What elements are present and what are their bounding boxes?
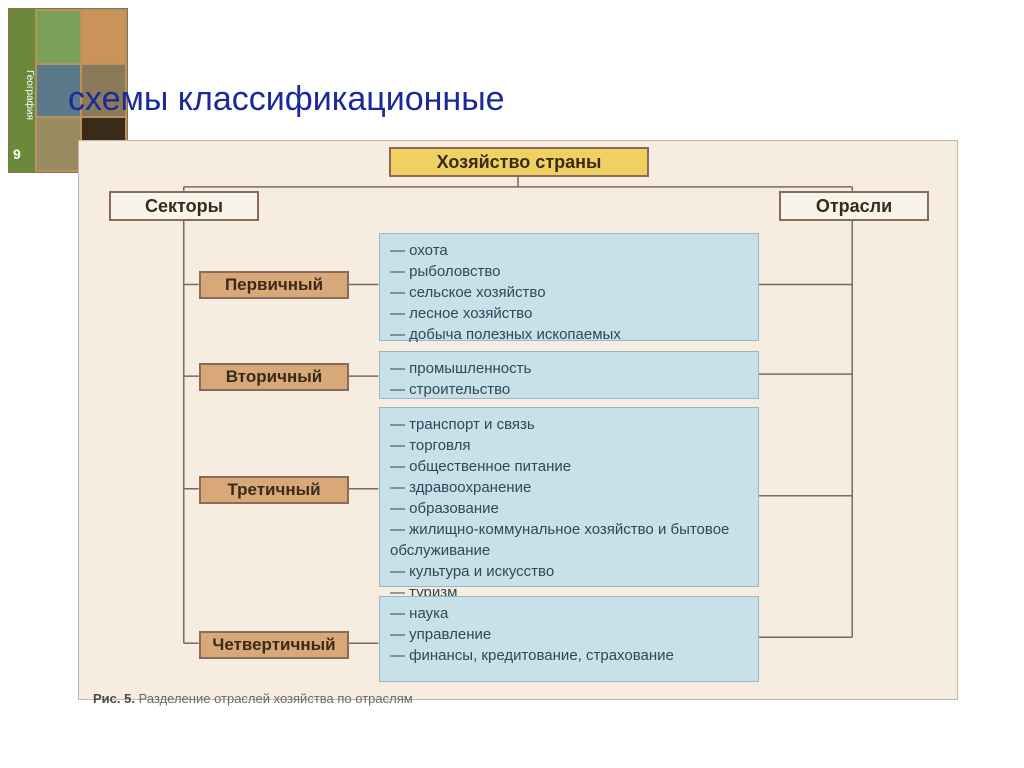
industries-secondary: промышленность строительство — [379, 351, 759, 399]
industry-item: торговля — [390, 435, 748, 456]
industry-item: сельское хозяйство — [390, 282, 748, 303]
caption-label: Рис. 5. — [93, 691, 135, 706]
industries-quaternary: наука управление финансы, кредитование, … — [379, 596, 759, 682]
industry-item: транспорт и связь — [390, 414, 748, 435]
industry-item: финансы, кредитование, страхование — [390, 645, 748, 666]
industry-item: промышленность — [390, 358, 748, 379]
industry-item: строительство — [390, 379, 748, 400]
industry-item: добыча полезных ископаемых — [390, 324, 748, 345]
sector-tertiary: Третичный — [199, 476, 349, 504]
industry-item: охота — [390, 240, 748, 261]
industry-item: образование — [390, 498, 748, 519]
industry-item: общественное питание — [390, 456, 748, 477]
industries-header: Отрасли — [779, 191, 929, 221]
sector-primary: Первичный — [199, 271, 349, 299]
book-grade: 9 — [13, 146, 21, 162]
sectors-header: Секторы — [109, 191, 259, 221]
industry-item: управление — [390, 624, 748, 645]
industry-item: рыболовство — [390, 261, 748, 282]
industry-item: здравоохранение — [390, 477, 748, 498]
industry-item: наука — [390, 603, 748, 624]
classification-diagram: Хозяйство страны Секторы Отрасли Первичн… — [78, 140, 958, 700]
caption-text: Разделение отраслей хозяйства по отрасля… — [139, 691, 413, 706]
industries-tertiary: транспорт и связь торговля общественное … — [379, 407, 759, 587]
sector-secondary: Вторичный — [199, 363, 349, 391]
industry-item: культура и искусство — [390, 561, 748, 582]
root-node: Хозяйство страны — [389, 147, 649, 177]
industry-item: лесное хозяйство — [390, 303, 748, 324]
page-title: схемы классификационные — [68, 80, 505, 119]
figure-caption: Рис. 5. Разделение отраслей хозяйства по… — [93, 691, 413, 706]
industry-item: жилищно-коммунальное хозяйство и бытовое… — [390, 519, 748, 561]
industries-primary: охота рыболовство сельское хозяйство лес… — [379, 233, 759, 341]
sector-quaternary: Четвертичный — [199, 631, 349, 659]
